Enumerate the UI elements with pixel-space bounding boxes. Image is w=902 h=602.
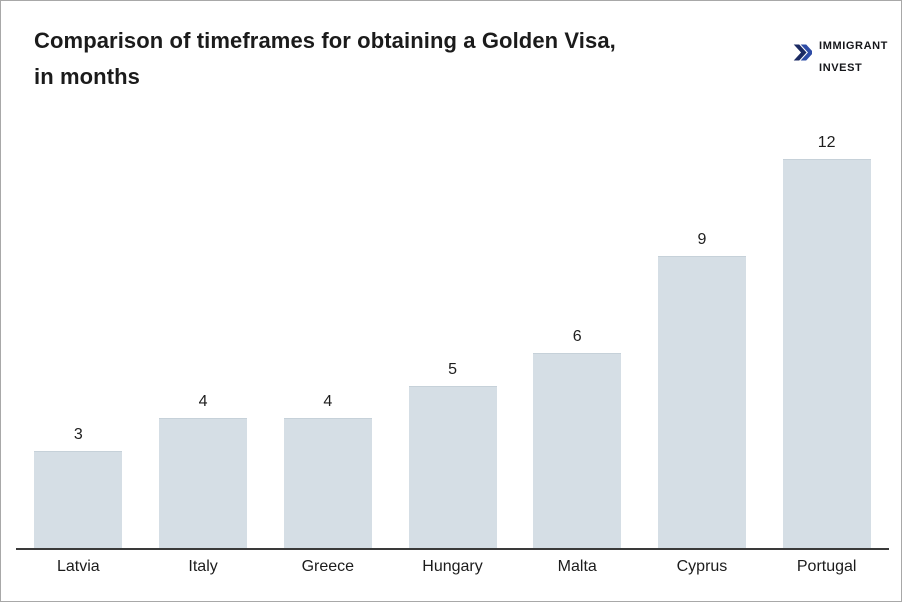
bar-slot-cyprus: 9 [640, 231, 765, 548]
double-chevron-right-icon [793, 43, 813, 61]
bar-value-label-portugal: 12 [817, 134, 836, 151]
x-axis-label-italy: Italy [188, 558, 218, 575]
bar-slot-hungary: 5 [390, 361, 515, 548]
x-axis-line [16, 548, 889, 550]
bar-value-label-italy: 4 [198, 393, 208, 410]
bar-cyprus [657, 256, 746, 548]
bar-hungary [408, 386, 497, 548]
bar-slot-latvia: 3 [16, 426, 141, 548]
bar-value-label-latvia: 3 [73, 426, 83, 443]
bar-slot-greece: 4 [265, 393, 390, 548]
logo-text: IMMIGRANT INVEST [819, 30, 888, 74]
chart-title: Comparison of timeframes for obtaining a… [34, 23, 734, 95]
immigrant-invest-logo: IMMIGRANT INVEST [793, 30, 888, 74]
bar-italy [159, 418, 248, 548]
bars-container: 3 4 4 5 6 9 12 [16, 1, 889, 548]
x-axis-label-latvia: Latvia [57, 558, 100, 575]
bar-chart: 3 4 4 5 6 9 12 [16, 1, 889, 548]
bar-value-label-hungary: 5 [448, 361, 457, 378]
x-axis-label-portugal: Portugal [796, 558, 857, 575]
x-axis-labels: Latvia Italy Greece Hungary Malta Cyprus Portu… [16, 557, 889, 576]
bar-portugal [782, 159, 871, 548]
chart-title-line2: in months [34, 64, 141, 89]
chart-title-line1: Comparison of timeframes for obtaining a… [34, 28, 616, 53]
logo-text-line2: INVEST [819, 62, 863, 74]
bar-latvia [34, 451, 123, 548]
bar-slot-italy: 4 [141, 393, 266, 548]
logo-text-line1: IMMIGRANT [819, 40, 888, 52]
bar-value-label-cyprus: 9 [697, 231, 707, 248]
x-axis-label-greece: Greece [301, 558, 355, 575]
bar-slot-portugal: 12 [764, 134, 889, 548]
bar-value-label-greece: 4 [323, 393, 333, 410]
bar-malta [533, 353, 622, 548]
x-axis-label-malta: Malta [557, 558, 597, 575]
x-axis-label-hungary: Hungary [422, 558, 483, 575]
x-axis-label-cyprus: Cyprus [676, 558, 728, 575]
bar-value-label-malta: 6 [572, 328, 582, 345]
bar-slot-malta: 6 [515, 328, 640, 548]
bar-greece [283, 418, 372, 548]
